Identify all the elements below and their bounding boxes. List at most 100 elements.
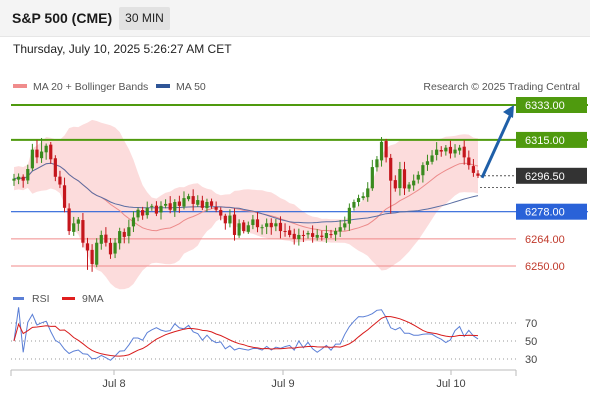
ma50-line — [13, 162, 479, 224]
candle-body — [81, 220, 85, 243]
candle-body — [338, 227, 342, 232]
key-levels — [11, 104, 588, 267]
candle-body — [320, 235, 324, 237]
candle-body — [104, 234, 108, 243]
candle-body — [150, 205, 154, 207]
candle-body — [476, 173, 480, 176]
candle-body — [329, 234, 333, 236]
legend-ma50-label: MA 50 — [176, 81, 206, 93]
candle-body — [439, 150, 443, 152]
candle-body — [324, 233, 328, 239]
target-arrow — [480, 105, 514, 179]
candle-body — [306, 233, 310, 235]
candle-body — [283, 230, 287, 232]
last-price-label-box — [516, 167, 587, 184]
rsi-tick-label: 50 — [525, 336, 537, 348]
resistance-label-box — [516, 131, 587, 148]
candle-body — [265, 223, 269, 227]
candle-body — [462, 146, 466, 158]
target-arrow-head — [503, 105, 514, 118]
candle-body — [453, 149, 457, 154]
candle-body — [393, 180, 397, 189]
candle-body — [108, 242, 113, 255]
candle-body — [99, 234, 103, 244]
candle-body — [416, 174, 420, 180]
moving-averages — [13, 162, 479, 232]
candle-body — [402, 169, 407, 189]
support-label-box — [516, 203, 587, 220]
candle-body — [467, 157, 471, 166]
candlesticks — [12, 137, 480, 272]
candle-body — [16, 176, 21, 180]
legend-ma50-swatch — [156, 84, 170, 88]
candle-body — [30, 149, 34, 169]
candle-body — [122, 231, 126, 237]
candle-body — [49, 144, 53, 160]
legend-9ma-swatch — [62, 297, 75, 300]
resistance-label: 6315.00 — [525, 135, 565, 147]
candle-body — [205, 201, 209, 209]
resistance-label-box — [516, 97, 587, 113]
candle-body — [58, 176, 62, 185]
candle-body — [159, 205, 163, 213]
candle-body — [136, 209, 140, 218]
candle-body — [444, 147, 448, 152]
level-labels: 6333.00 6315.00 6296.50 6278.00 6264.00 6250.… — [516, 97, 587, 273]
candle-body — [435, 149, 439, 155]
candle-body — [370, 167, 374, 189]
chart-header: S&P 500 (CME) 30 MIN — [0, 0, 590, 37]
candle-body — [200, 200, 204, 208]
x-tick-label: Jul 8 — [102, 378, 125, 390]
x-tick-label: Jul 9 — [271, 378, 294, 390]
rsi-9ma-line — [13, 315, 479, 357]
candle-body — [315, 234, 319, 238]
candle-body — [62, 185, 67, 208]
candle-body — [21, 176, 25, 181]
candle-body — [12, 178, 16, 181]
candle-body — [366, 188, 370, 198]
support-label: 6264.00 — [525, 234, 565, 246]
candle-body — [255, 219, 260, 228]
candle-body — [232, 214, 237, 235]
candle-body — [389, 157, 393, 181]
candle-body — [127, 227, 131, 237]
candle-body — [251, 219, 255, 226]
bollinger-band-fill — [14, 119, 478, 290]
rsi-panel: 70 50 30 — [11, 307, 537, 366]
candle-body — [26, 169, 30, 181]
candle-body — [384, 141, 388, 158]
resistance-label: 6333.00 — [525, 100, 565, 112]
candle-body — [274, 223, 278, 227]
candle-body — [333, 231, 338, 235]
candle-body — [412, 180, 416, 186]
candle-body — [118, 231, 122, 244]
candle-body — [141, 210, 145, 216]
candle-body — [297, 234, 301, 240]
x-axis-ticks: Jul 8 Jul 9 Jul 10 — [102, 370, 466, 390]
rsi-tick-label: 30 — [525, 354, 537, 366]
candle-body — [95, 242, 99, 265]
support-label: 6278.00 — [525, 207, 565, 219]
candle-body — [196, 200, 200, 205]
candle-body — [219, 209, 223, 216]
legend-9ma-label: 9MA — [82, 293, 104, 305]
candle-body — [223, 215, 227, 224]
candle-body — [186, 196, 191, 200]
candle-body — [301, 234, 306, 236]
report-datetime: Thursday, July 10, 2025 5:26:27 AM CET — [13, 42, 232, 56]
target-arrow-shaft — [480, 113, 513, 179]
candle-body — [471, 166, 476, 173]
symbol-title: S&P 500 (CME) — [12, 10, 113, 26]
candle-body — [356, 198, 361, 203]
candle-body — [352, 201, 356, 208]
support-label: 6250.00 — [525, 261, 565, 273]
legend-rsi-label: RSI — [32, 293, 50, 305]
candle-body — [164, 203, 168, 206]
timeframe-button[interactable]: 30 MIN — [119, 7, 170, 30]
candle-body — [72, 223, 76, 232]
candle-body — [44, 145, 48, 153]
legend-ma20-swatch — [13, 84, 27, 88]
candle-body — [237, 223, 241, 236]
candle-body — [278, 222, 283, 232]
candle-body — [448, 146, 453, 154]
